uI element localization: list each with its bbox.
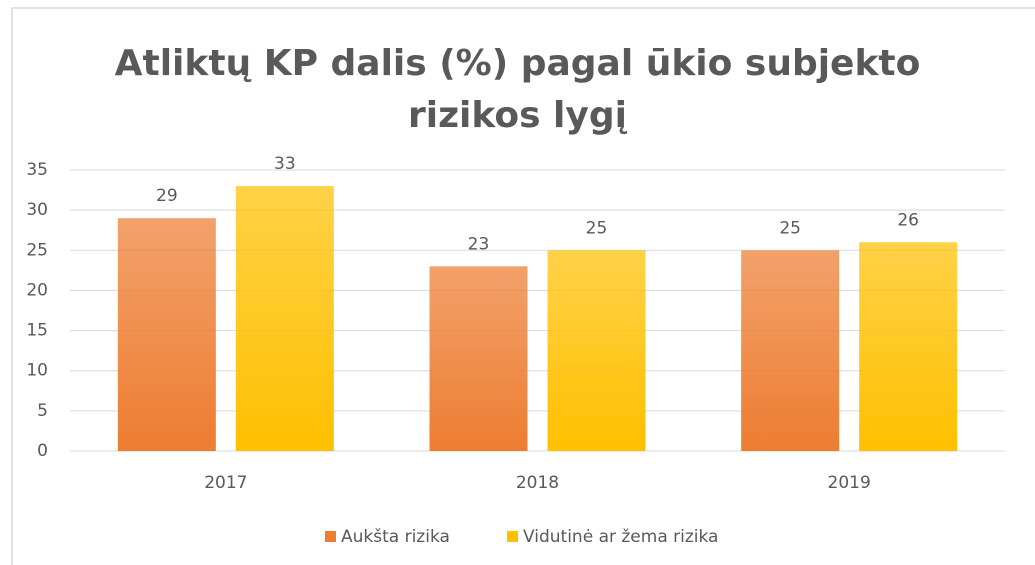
bar: [117, 218, 216, 451]
bar: [547, 250, 646, 451]
legend-swatch: [325, 531, 336, 542]
data-label: 25: [586, 218, 608, 238]
bar: [429, 266, 528, 451]
y-tick-label: 30: [26, 200, 48, 220]
y-tick-label: 5: [37, 401, 48, 421]
legend-swatch: [507, 531, 518, 542]
x-tick-label: 2019: [828, 473, 871, 493]
data-label: 29: [156, 186, 178, 206]
chart-title: Atliktų KP dalis (%) pagal ūkio subjekto…: [114, 43, 921, 136]
data-label: 33: [274, 154, 296, 174]
legend-label: Aukšta rizika: [341, 527, 450, 547]
data-label: 23: [468, 234, 490, 254]
chart-border: [11, 7, 1035, 565]
y-tick-label: 10: [26, 361, 48, 381]
x-tick-label: 2018: [516, 473, 559, 493]
y-tick-label: 0: [37, 441, 48, 461]
legend-label: Vidutinė ar žema rizika: [523, 527, 718, 547]
y-tick-label: 25: [26, 240, 48, 260]
data-label: 25: [779, 218, 801, 238]
bar: [859, 242, 958, 451]
bar: [235, 186, 334, 452]
bar: [741, 250, 840, 451]
y-tick-label: 15: [26, 321, 48, 341]
y-tick-label: 35: [26, 160, 48, 180]
data-label: 26: [897, 210, 919, 230]
x-tick-label: 2017: [204, 473, 247, 493]
y-tick-label: 20: [26, 280, 48, 300]
